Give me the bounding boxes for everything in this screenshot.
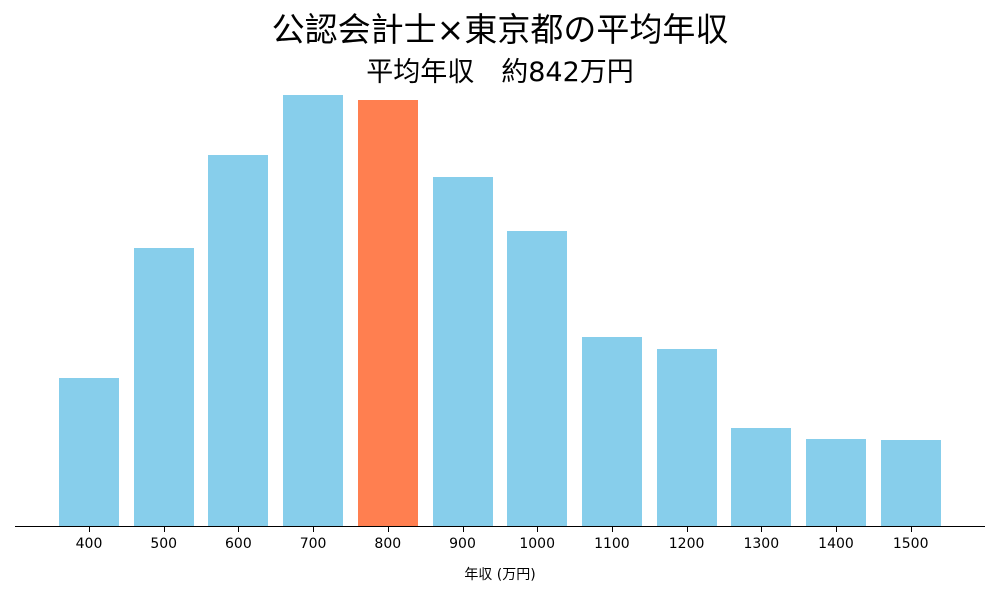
bar-600 (208, 155, 269, 527)
x-tick-label: 800 (374, 536, 402, 552)
x-tick (836, 527, 837, 532)
x-tick (612, 527, 613, 532)
x-tick-label: 600 (225, 536, 252, 552)
bar-1200 (656, 349, 717, 527)
chart-title: 公認会計士×東京都の平均年収 (271, 10, 729, 49)
x-tick (463, 527, 464, 532)
x-tick (89, 527, 90, 532)
x-tick-label: 1300 (743, 536, 780, 552)
bar-500 (133, 248, 194, 527)
x-tick-label: 900 (449, 536, 476, 552)
bar-1300 (731, 428, 792, 527)
chart-subtitle: 平均年収 約842万円 (366, 57, 634, 88)
x-tick (687, 527, 688, 532)
x-axis-label: 年収 (万円) (464, 567, 536, 583)
bar-700 (283, 95, 344, 527)
x-tick-label: 1500 (892, 536, 929, 552)
bar-800 (357, 100, 418, 527)
x-tick-label: 700 (299, 536, 327, 552)
x-tick (238, 527, 239, 532)
x-tick (761, 527, 762, 532)
x-axis-line (15, 526, 985, 527)
bar-1100 (581, 337, 642, 527)
x-tick (164, 527, 165, 532)
x-tick-label: 400 (75, 536, 103, 552)
x-tick-label: 1000 (519, 536, 555, 552)
x-tick-label: 1100 (594, 536, 630, 552)
x-tick-label: 500 (150, 536, 178, 552)
bar-1500 (880, 440, 941, 527)
x-tick (313, 527, 314, 532)
x-tick-label: 1200 (668, 536, 705, 552)
x-tick (388, 527, 389, 532)
bar-900 (432, 177, 493, 527)
bar-400 (59, 378, 119, 527)
x-tick (911, 527, 912, 532)
x-tick (537, 527, 538, 532)
bar-1400 (806, 439, 866, 527)
x-tick-label: 1400 (818, 536, 854, 552)
bar-1000 (507, 231, 568, 527)
plot-area (15, 0, 985, 527)
